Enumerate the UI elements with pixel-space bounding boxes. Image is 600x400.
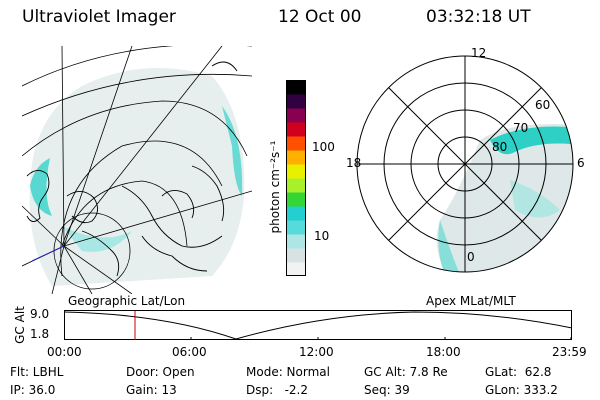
lat-label-70: 70	[513, 121, 529, 135]
colorbar-segment	[286, 206, 306, 221]
timeline-xtick-0600: 06:00	[172, 345, 207, 359]
colorbar-segment	[286, 150, 306, 165]
colorbar-segment	[286, 178, 306, 193]
info-glon: GLon: 333.2	[485, 383, 558, 397]
timeline-axis-label: GC Alt	[13, 306, 27, 344]
colorbar	[286, 80, 306, 276]
altitude-timeline	[64, 310, 573, 340]
mlt-label-18: 18	[346, 156, 362, 170]
colorbar-unit-label: photon cm⁻²s⁻¹	[268, 140, 282, 234]
colorbar-tick-10: 10	[314, 229, 330, 243]
colorbar-segment	[286, 80, 306, 95]
timeline-xtick-1200: 12:00	[299, 345, 334, 359]
timeline-xtick-2359: 23:59	[552, 345, 587, 359]
info-door: Door: Open	[126, 365, 195, 379]
info-ip: IP: 36.0	[10, 383, 56, 397]
info-gain: Gain: 13	[126, 383, 177, 397]
colorbar-segment	[286, 122, 306, 137]
colorbar-segment	[286, 262, 306, 276]
info-seq: Seq: 39	[364, 383, 410, 397]
timeline-xtick-0000: 00:00	[47, 345, 82, 359]
timeline-xtick-1800: 18:00	[426, 345, 461, 359]
lat-label-80: 80	[492, 140, 508, 154]
colorbar-segment	[286, 248, 306, 263]
altitude-curve	[64, 311, 573, 340]
geographic-map	[22, 46, 252, 294]
info-dsp: Dsp: -2.2	[246, 383, 309, 397]
info-flt: Flt: LBHL	[10, 365, 64, 379]
colorbar-segment	[286, 94, 306, 109]
apex-polar-map	[356, 55, 574, 273]
left-map-caption: Geographic Lat/Lon	[68, 294, 186, 308]
observation-date: 12 Oct 00	[278, 7, 362, 27]
timeline-ytick-high: 9.0	[30, 307, 50, 321]
mlt-label-0: 0	[467, 250, 475, 264]
colorbar-segment	[286, 192, 306, 207]
colorbar-segment	[286, 220, 306, 235]
colorbar-tick-100: 100	[312, 140, 335, 154]
lat-label-60: 60	[535, 98, 551, 112]
observation-time: 03:32:18 UT	[426, 7, 531, 27]
instrument-title: Ultraviolet Imager	[22, 7, 176, 27]
timeline-ytick-low: 1.8	[30, 327, 50, 341]
mlt-label-12: 12	[471, 46, 487, 60]
info-mode: Mode: Normal	[246, 365, 330, 379]
info-gc-alt: GC Alt: 7.8 Re	[364, 365, 448, 379]
mlt-label-6: 6	[577, 156, 585, 170]
info-glat: GLat: 62.8	[485, 365, 552, 379]
colorbar-segment	[286, 136, 306, 151]
colorbar-segment	[286, 234, 306, 249]
colorbar-segment	[286, 108, 306, 123]
right-map-caption: Apex MLat/MLT	[426, 294, 516, 308]
colorbar-segment	[286, 164, 306, 179]
